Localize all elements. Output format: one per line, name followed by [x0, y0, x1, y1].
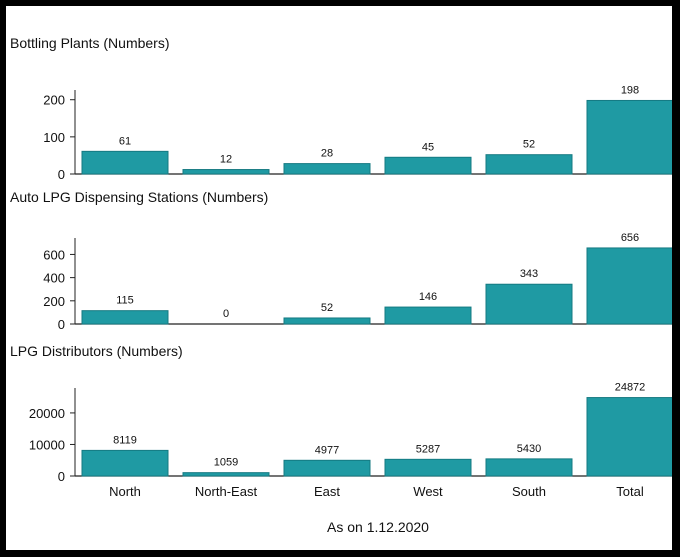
bar-total [586, 99, 672, 175]
lpg-infrastructure-charts: Bottling Plants (Numbers) 0 100 200 61 12 28 45… [10, 35, 672, 535]
y-tick-label: 10000 [29, 437, 65, 452]
y-tick-label: 0 [58, 167, 65, 182]
data-label: 61 [119, 135, 131, 147]
category-label: East [314, 484, 340, 499]
bar-east [283, 163, 371, 175]
bar-west [384, 156, 472, 175]
data-label: 28 [321, 148, 333, 160]
data-label: 115 [116, 295, 134, 307]
as-on-date-note: As on 1.12.2020 [327, 519, 429, 535]
bar-total [586, 397, 672, 477]
chart-panel: Bottling Plants (Numbers) 0 100 200 61 12 28 45… [6, 6, 672, 550]
y-tick-label: 200 [43, 294, 65, 309]
data-label: 52 [321, 302, 333, 314]
bar-north-east [182, 472, 270, 477]
data-label: 8119 [113, 434, 137, 446]
y-tick-label: 100 [43, 130, 65, 145]
category-label: South [512, 484, 546, 499]
bar-west [384, 306, 472, 325]
bar-west [384, 458, 472, 477]
bar-north [81, 310, 169, 325]
data-label: 343 [520, 268, 538, 280]
bar-east [283, 317, 371, 325]
data-label: 0 [223, 308, 229, 320]
data-label: 12 [220, 154, 232, 166]
bar-south [485, 458, 573, 477]
bar-north-east [182, 169, 270, 175]
bar-east [283, 459, 371, 477]
chart-title: Auto LPG Dispensing Stations (Numbers) [10, 189, 268, 205]
bar-south [485, 283, 573, 325]
category-label: North [109, 484, 141, 499]
data-label: 52 [523, 139, 535, 151]
chart-title: LPG Distributors (Numbers) [10, 343, 183, 359]
y-tick-label: 0 [58, 317, 65, 332]
data-label: 45 [422, 141, 434, 153]
data-label: 24872 [615, 382, 646, 394]
data-label: 656 [621, 232, 639, 244]
bar-north [81, 150, 169, 175]
data-label: 5287 [416, 443, 440, 455]
chart-title: Bottling Plants (Numbers) [10, 35, 170, 51]
data-label: 198 [621, 84, 639, 96]
data-label: 1059 [214, 457, 238, 469]
data-label: 146 [419, 291, 437, 303]
category-label: West [413, 484, 443, 499]
data-label: 5430 [517, 443, 541, 455]
y-tick-label: 600 [43, 247, 65, 262]
category-label: Total [616, 484, 644, 499]
y-tick-label: 200 [43, 93, 65, 108]
bar-north [81, 449, 169, 477]
category-label: North-East [195, 484, 258, 499]
y-tick-label: 400 [43, 271, 65, 286]
data-label: 4977 [315, 444, 339, 456]
bar-total [586, 247, 672, 325]
y-tick-label: 0 [58, 469, 65, 484]
bar-south [485, 154, 573, 175]
y-tick-label: 20000 [29, 406, 65, 421]
